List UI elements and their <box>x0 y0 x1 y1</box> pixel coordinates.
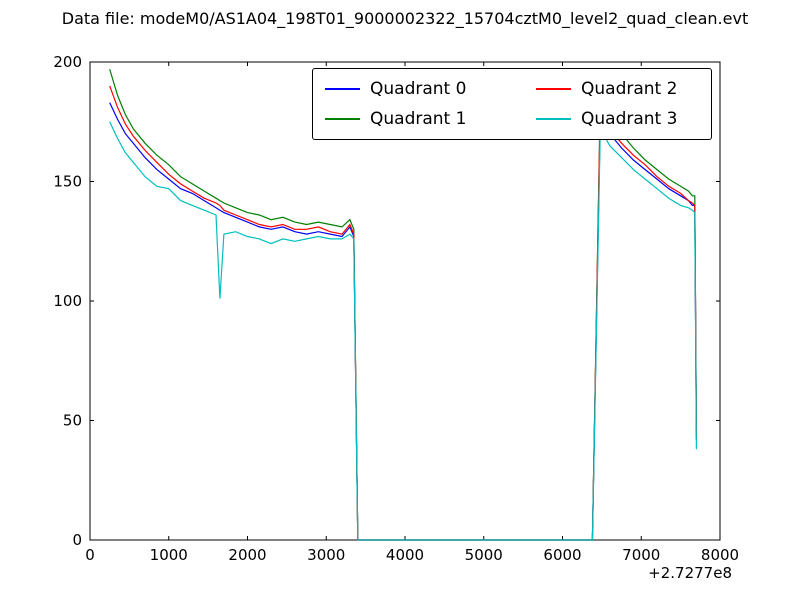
legend-line-quadrant-0 <box>325 88 360 90</box>
legend-line-quadrant-3 <box>536 118 571 120</box>
svg-text:1000: 1000 <box>150 546 188 564</box>
svg-text:8000: 8000 <box>701 546 739 564</box>
legend-item-quadrant-1: Quadrant 1 <box>325 109 488 129</box>
legend-label-quadrant-1: Quadrant 1 <box>370 109 467 129</box>
svg-text:50: 50 <box>63 412 82 430</box>
legend-label-quadrant-3: Quadrant 3 <box>581 109 678 129</box>
legend-item-quadrant-2: Quadrant 2 <box>536 79 699 99</box>
legend-label-quadrant-0: Quadrant 0 <box>370 79 467 99</box>
svg-text:0: 0 <box>85 546 95 564</box>
svg-text:4000: 4000 <box>386 546 424 564</box>
legend-line-quadrant-1 <box>325 118 360 120</box>
x-axis-offset-label: +2.7277e8 <box>648 564 732 582</box>
svg-text:200: 200 <box>53 53 82 71</box>
svg-text:7000: 7000 <box>622 546 660 564</box>
legend-label-quadrant-2: Quadrant 2 <box>581 79 678 99</box>
svg-text:100: 100 <box>53 292 82 310</box>
svg-text:150: 150 <box>53 173 82 191</box>
svg-text:5000: 5000 <box>465 546 503 564</box>
svg-text:0: 0 <box>72 531 82 549</box>
legend-item-quadrant-0: Quadrant 0 <box>325 79 488 99</box>
svg-text:2000: 2000 <box>228 546 266 564</box>
legend-line-quadrant-2 <box>536 88 571 90</box>
svg-text:3000: 3000 <box>307 546 345 564</box>
svg-text:6000: 6000 <box>543 546 581 564</box>
legend: Quadrant 0 Quadrant 1 Quadrant 2 Quadran… <box>312 68 712 140</box>
legend-item-quadrant-3: Quadrant 3 <box>536 109 699 129</box>
chart-title: Data file: modeM0/AS1A04_198T01_90000023… <box>61 9 749 28</box>
